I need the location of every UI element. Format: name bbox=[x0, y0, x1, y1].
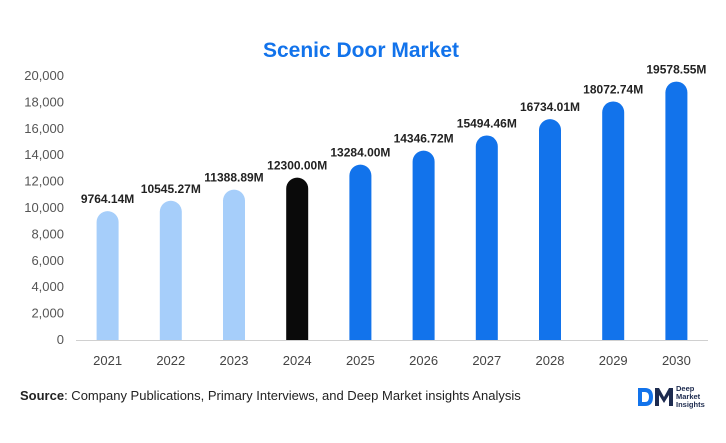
source-note: Source: Company Publications, Primary In… bbox=[20, 388, 521, 403]
y-tick-label: 14,000 bbox=[24, 147, 64, 162]
data-label-2030: 19578.55M bbox=[646, 63, 706, 77]
bar-2023 bbox=[223, 189, 245, 340]
y-tick-label: 0 bbox=[57, 332, 64, 347]
data-label-2023: 11388.89M bbox=[204, 171, 263, 185]
bar-2025 bbox=[349, 164, 372, 340]
bar-2030 bbox=[665, 81, 688, 340]
bar-2027 bbox=[475, 135, 498, 340]
data-label-2024: 12300.00M bbox=[267, 159, 327, 173]
y-tick-label: 6,000 bbox=[31, 253, 64, 268]
company-logo: Deep Market Insights bbox=[636, 385, 705, 409]
data-label-2021: 9764.14M bbox=[81, 192, 134, 206]
data-label-2028: 16734.01M bbox=[520, 100, 580, 114]
y-tick-label: 4,000 bbox=[31, 279, 64, 294]
y-axis: 0 2,000 4,000 6,000 8,000 10,000 12,000 14,000 1… bbox=[24, 68, 64, 347]
logo-line-3: Insights bbox=[676, 400, 705, 409]
y-tick-label: 16,000 bbox=[24, 121, 64, 136]
bar-2021 bbox=[96, 211, 119, 340]
y-tick-label: 8,000 bbox=[31, 226, 64, 241]
bar-2022 bbox=[159, 200, 182, 340]
y-tick-label: 2,000 bbox=[31, 306, 64, 321]
x-tick-label: 2026 bbox=[409, 353, 438, 368]
logo-line-1: Deep bbox=[676, 384, 695, 393]
bars bbox=[96, 81, 688, 340]
x-tick-label: 2021 bbox=[93, 353, 122, 368]
data-label-2026: 14346.72M bbox=[394, 132, 454, 146]
x-tick-label: 2025 bbox=[346, 353, 375, 368]
y-tick-label: 18,000 bbox=[24, 94, 64, 109]
x-tick-label: 2023 bbox=[220, 353, 249, 368]
bar-2028 bbox=[539, 119, 561, 340]
y-tick-label: 12,000 bbox=[24, 174, 64, 189]
x-tick-label: 2028 bbox=[536, 353, 565, 368]
logo-line-2: Market bbox=[676, 392, 701, 401]
bar-2026 bbox=[412, 150, 435, 340]
logo-mark-icon bbox=[638, 388, 673, 406]
y-tick-label: 10,000 bbox=[24, 200, 64, 215]
data-label-2022: 10545.27M bbox=[141, 182, 201, 196]
x-axis: 2021 2022 2023 2024 2025 2026 2027 2028 2029 2030 bbox=[76, 340, 708, 368]
chart-title: Scenic Door Market bbox=[263, 39, 459, 62]
data-label-2025: 13284.00M bbox=[330, 146, 390, 160]
x-tick-label: 2024 bbox=[283, 353, 312, 368]
x-tick-label: 2030 bbox=[662, 353, 691, 368]
x-tick-label: 2029 bbox=[599, 353, 628, 368]
source-text: : Company Publications, Primary Intervie… bbox=[64, 388, 521, 403]
source-label: Source bbox=[20, 388, 65, 403]
data-label-2029: 18072.74M bbox=[583, 82, 643, 96]
bar-2029 bbox=[602, 101, 625, 340]
bar-2024 bbox=[286, 177, 309, 340]
x-tick-label: 2022 bbox=[156, 353, 185, 368]
y-tick-label: 20,000 bbox=[24, 68, 64, 83]
data-label-2027: 15494.46M bbox=[457, 116, 517, 130]
logo-text: Deep Market Insights bbox=[676, 385, 705, 409]
x-tick-label: 2027 bbox=[472, 353, 501, 368]
